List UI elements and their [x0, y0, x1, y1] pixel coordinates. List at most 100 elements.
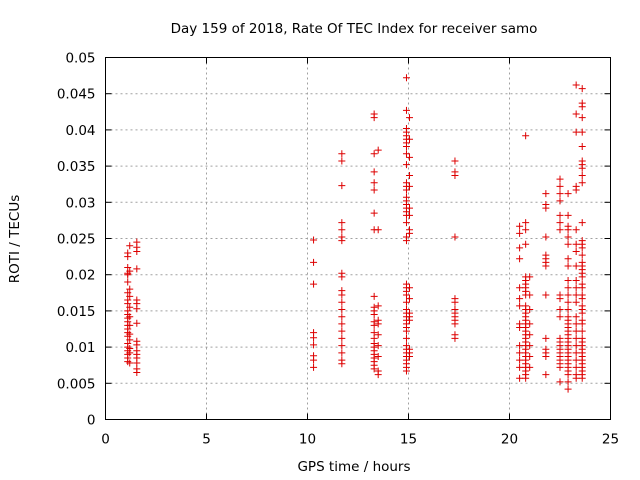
data-point	[572, 276, 580, 284]
x-tick-label: 5	[202, 432, 211, 448]
plot-frame	[105, 57, 611, 420]
data-point	[542, 190, 550, 198]
data-point	[406, 182, 414, 190]
data-point	[578, 327, 586, 335]
data-point	[374, 371, 382, 379]
data-point	[572, 186, 580, 194]
y-tick-label: 0.05	[65, 51, 95, 67]
data-point	[338, 334, 346, 342]
data-point	[516, 295, 524, 303]
data-point	[370, 179, 378, 187]
data-point	[374, 146, 382, 154]
data-point	[526, 342, 534, 350]
data-point	[564, 262, 572, 270]
data-point	[572, 226, 580, 234]
data-point	[564, 305, 572, 313]
data-point	[406, 153, 414, 161]
data-point	[370, 186, 378, 194]
data-point	[522, 132, 530, 140]
data-point	[338, 313, 346, 321]
data-point	[556, 295, 564, 303]
data-point	[402, 237, 410, 245]
data-point	[133, 248, 141, 256]
data-point	[542, 262, 550, 270]
data-point	[516, 244, 524, 252]
data-point	[338, 305, 346, 313]
data-point	[564, 233, 572, 241]
x-tick-label: 20	[501, 432, 518, 448]
data-point	[406, 135, 414, 143]
data-point	[578, 85, 586, 93]
data-point	[374, 353, 382, 361]
data-point	[516, 356, 524, 364]
data-point	[451, 334, 459, 342]
data-point	[572, 240, 580, 248]
data-point	[516, 222, 524, 230]
data-point	[126, 321, 134, 329]
data-point	[578, 244, 586, 252]
data-point	[310, 356, 318, 364]
data-point	[126, 313, 134, 321]
data-point	[556, 363, 564, 371]
data-point	[572, 356, 580, 364]
data-point	[370, 114, 378, 122]
y-tick-label: 0.035	[57, 159, 96, 175]
data-point	[451, 157, 459, 165]
data-point	[572, 128, 580, 136]
data-point	[374, 302, 382, 310]
x-tick-labels: 0 5 10 15 20 25	[101, 432, 619, 448]
data-point	[578, 320, 586, 328]
data-point	[572, 313, 580, 321]
y-tick-label: 0.03	[65, 195, 95, 211]
data-point	[564, 255, 572, 263]
data-point	[126, 359, 134, 367]
data-point	[338, 273, 346, 281]
data-point	[406, 204, 414, 212]
data-point	[402, 143, 410, 151]
data-point	[126, 242, 134, 250]
data-point	[370, 209, 378, 217]
data-point	[310, 363, 318, 371]
y-tick-labels: 0 0.005 0.01 0.015 0.02 0.025 0.03 0.035 0.04 0.0…	[57, 51, 96, 429]
data-point	[516, 229, 524, 237]
data-point	[406, 114, 414, 122]
data-point	[572, 298, 580, 306]
data-point	[578, 219, 586, 227]
data-point	[578, 128, 586, 136]
data-point	[564, 284, 572, 292]
data-point	[402, 298, 410, 306]
data-point	[402, 186, 410, 194]
data-point	[564, 240, 572, 248]
data-point	[370, 150, 378, 158]
y-tick-label: 0	[87, 413, 96, 429]
data-point	[556, 197, 564, 205]
y-tick-label: 0.005	[57, 376, 96, 392]
data-point	[126, 336, 134, 344]
data-point	[406, 172, 414, 180]
data-point	[338, 291, 346, 299]
data-point	[451, 172, 459, 180]
data-point	[310, 236, 318, 244]
data-point	[556, 305, 564, 313]
data-point	[556, 313, 564, 321]
data-point	[124, 253, 132, 261]
data-point	[572, 334, 580, 342]
data-point	[522, 226, 530, 234]
chart-title: Day 159 of 2018, Rate Of TEC Index for r…	[171, 21, 538, 37]
data-point	[370, 292, 378, 300]
data-point	[451, 298, 459, 306]
data-point	[564, 378, 572, 386]
data-point	[572, 349, 580, 357]
data-point	[374, 226, 382, 234]
data-point	[124, 300, 132, 308]
data-point	[578, 251, 586, 259]
data-point	[572, 262, 580, 270]
data-point	[310, 334, 318, 342]
data-point	[516, 363, 524, 371]
data-point	[124, 278, 132, 286]
data-point	[406, 316, 414, 324]
data-point	[526, 363, 534, 371]
data-point	[572, 374, 580, 382]
data-point	[578, 179, 586, 187]
data-point	[338, 237, 346, 245]
